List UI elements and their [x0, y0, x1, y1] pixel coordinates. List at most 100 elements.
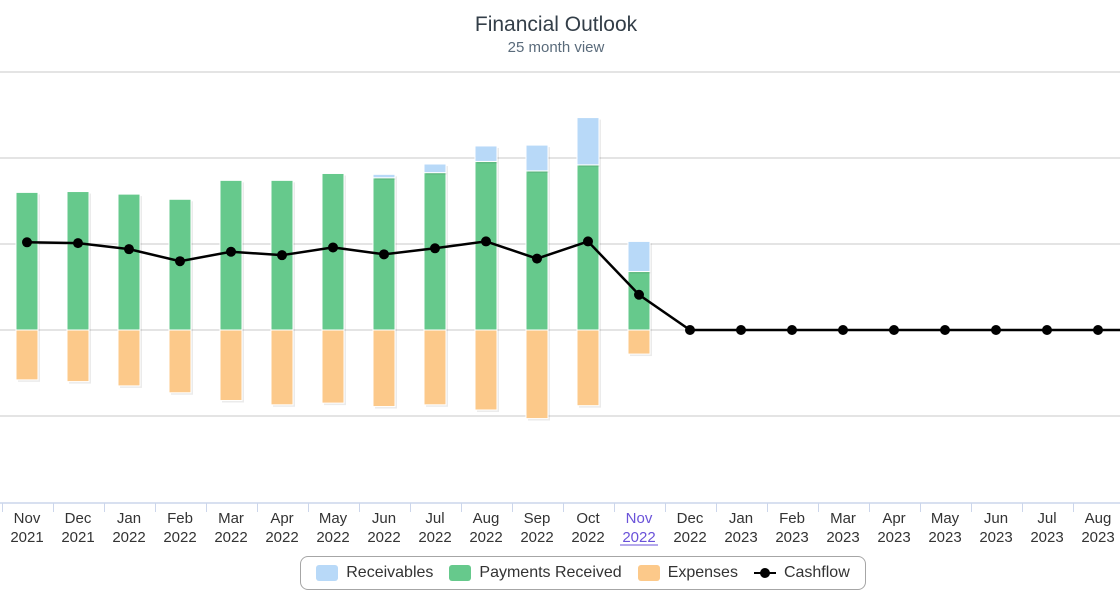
cashflow-point[interactable]: [889, 325, 899, 335]
cashflow-point[interactable]: [532, 253, 542, 264]
x-tick-label-month: May: [319, 510, 348, 527]
x-tick-label-year: 2022: [622, 529, 655, 546]
expenses-bar[interactable]: [168, 329, 192, 394]
x-tick-label-month: Feb: [779, 510, 805, 527]
x-tick-label-month: Sep: [524, 510, 551, 527]
x-tick-label-year: 2023: [928, 529, 961, 546]
x-tick-label-year: 2023: [724, 529, 757, 546]
expenses-bar[interactable]: [474, 329, 498, 411]
x-tick-label-year: 2023: [877, 529, 910, 546]
x-tick-label-year: 2023: [826, 529, 859, 546]
receivables-bar[interactable]: [372, 173, 396, 179]
cashflow-point[interactable]: [379, 249, 389, 260]
expenses-bar[interactable]: [372, 329, 396, 408]
receivables-bar[interactable]: [627, 240, 651, 273]
cashflow-point[interactable]: [175, 256, 185, 267]
cashflow-point[interactable]: [124, 244, 134, 255]
x-tick-label-month: Jul: [1037, 510, 1056, 527]
receivables-bar[interactable]: [576, 117, 600, 166]
x-tick-label-year: 2022: [469, 529, 502, 546]
legend-label-expenses: Expenses: [667, 564, 738, 581]
chart-title: Financial Outlook: [475, 13, 638, 36]
receivables-bar[interactable]: [525, 144, 549, 172]
x-tick-label-year: 2023: [775, 529, 808, 546]
chart-subtitle: 25 month view: [508, 39, 605, 56]
x-tick-label-year: 2022: [520, 529, 553, 546]
cashflow-point[interactable]: [736, 325, 746, 335]
expenses-bar[interactable]: [117, 329, 141, 387]
x-tick-label-year: 2022: [673, 529, 706, 546]
x-tick-label-month: Apr: [270, 510, 293, 527]
cashflow-point[interactable]: [1093, 325, 1103, 335]
x-axis: Nov 2021 Dec 2021 Jan 2022 Feb 2022 Mar 2022 Apr 20…: [0, 502, 1120, 546]
cashflow-point[interactable]: [430, 243, 440, 254]
expenses-bar[interactable]: [219, 329, 243, 402]
legend-label-receivables: Receivables: [346, 564, 434, 581]
x-tick-label-month: Mar: [218, 510, 244, 527]
x-tick-label-month: Dec: [65, 510, 92, 527]
x-tick-label-year: 2023: [1030, 529, 1063, 546]
x-tick-label-year: 2021: [10, 529, 43, 546]
x-tick-label-month: Feb: [167, 510, 193, 527]
cashflow-point[interactable]: [634, 289, 644, 300]
cashflow-point[interactable]: [481, 236, 491, 247]
expenses-bar[interactable]: [270, 329, 294, 406]
x-tick-label-year: 2021: [61, 529, 94, 546]
payments-received-bar[interactable]: [15, 191, 39, 331]
x-tick-label-year: 2023: [1081, 529, 1114, 546]
expenses-bar[interactable]: [627, 329, 651, 355]
cashflow-point[interactable]: [991, 325, 1001, 335]
x-tick-label-year: 2023: [979, 529, 1012, 546]
payments-received-bar[interactable]: [117, 193, 141, 331]
legend: Receivables Payments Received Expenses C…: [300, 556, 866, 590]
legend-item-receivables[interactable]: Receivables: [316, 564, 433, 582]
x-tick-label-month: Jan: [729, 510, 753, 527]
receivables-bar[interactable]: [474, 145, 498, 162]
cashflow-line-marker-icon: [753, 565, 776, 581]
receivables-bar[interactable]: [423, 163, 447, 174]
cashflow-line-group: [22, 236, 1120, 335]
legend-item-payments-received[interactable]: Payments Received: [449, 564, 622, 582]
x-tick-label-year: 2022: [265, 529, 298, 546]
cashflow-point[interactable]: [685, 325, 695, 335]
x-tick-label-year: 2022: [367, 529, 400, 546]
expenses-swatch: [637, 565, 660, 581]
x-tick-label-year: 2022: [163, 529, 196, 546]
x-tick-label-month: Aug: [1085, 510, 1112, 527]
payments-received-bar[interactable]: [66, 191, 90, 331]
expenses-bar[interactable]: [15, 329, 39, 381]
legend-item-cashflow[interactable]: Cashflow: [753, 564, 850, 582]
x-tick-label-month: Jan: [117, 510, 141, 527]
cashflow-point[interactable]: [940, 325, 950, 335]
x-tick-label-month: May: [931, 510, 960, 527]
x-tick-label-year: 2022: [316, 529, 349, 546]
x-tick-label-month: Mar: [830, 510, 856, 527]
cashflow-point[interactable]: [328, 242, 338, 253]
x-tick-label-month: Nov: [14, 510, 41, 527]
expenses-bar[interactable]: [423, 329, 447, 406]
x-tick-label-year: 2022: [112, 529, 145, 546]
x-tick-label-month: Apr: [882, 510, 905, 527]
cashflow-point[interactable]: [583, 236, 593, 247]
cashflow-point[interactable]: [1042, 325, 1052, 335]
expenses-bar[interactable]: [525, 329, 549, 420]
legend-item-expenses[interactable]: Expenses: [637, 564, 738, 582]
expenses-bar[interactable]: [321, 329, 345, 404]
payments-received-bar[interactable]: [525, 170, 549, 331]
cashflow-point[interactable]: [787, 325, 797, 335]
cashflow-point[interactable]: [838, 325, 848, 335]
expenses-bar[interactable]: [66, 329, 90, 383]
x-tick-label-month: Dec: [677, 510, 704, 527]
cashflow-point[interactable]: [73, 238, 83, 249]
expenses-bar[interactable]: [576, 329, 600, 407]
receivables-swatch: [316, 565, 339, 581]
x-tick-label-year: 2022: [418, 529, 451, 546]
cashflow-point[interactable]: [277, 250, 287, 261]
legend-label-payments-received: Payments Received: [479, 564, 622, 581]
payments-received-bar[interactable]: [576, 164, 600, 331]
cashflow-point[interactable]: [22, 237, 32, 248]
cashflow-point[interactable]: [226, 246, 236, 257]
legend-label-cashflow: Cashflow: [783, 564, 850, 581]
